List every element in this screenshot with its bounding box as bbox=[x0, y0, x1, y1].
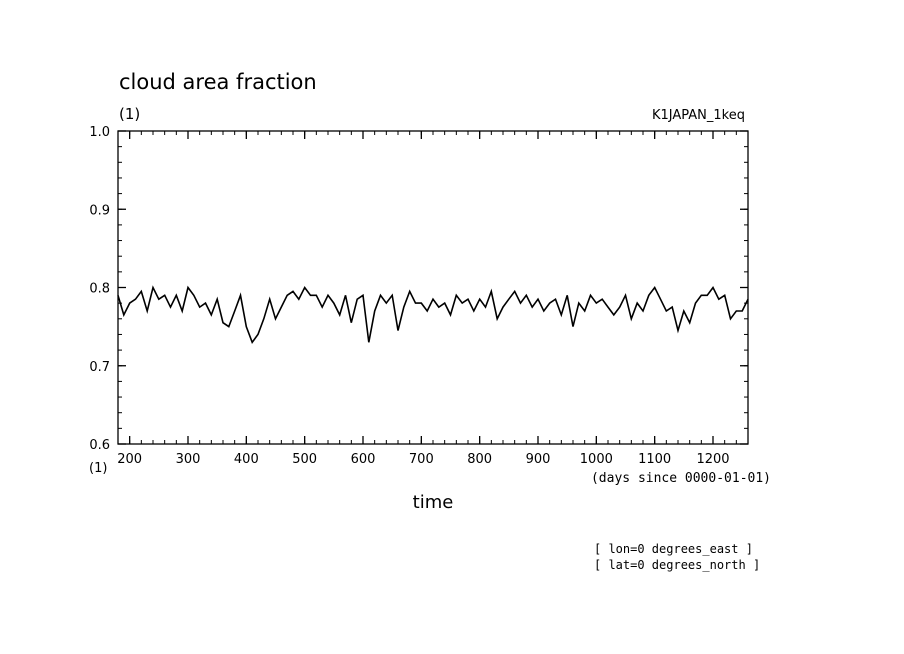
chart-title: cloud area fraction bbox=[119, 70, 317, 94]
y-tick-label: 0.8 bbox=[89, 282, 110, 297]
y-tick-label: 0.6 bbox=[89, 438, 110, 453]
x-tick-label: 1000 bbox=[580, 452, 613, 467]
x-tick-label: 300 bbox=[176, 452, 201, 467]
series-line bbox=[117, 285, 749, 344]
experiment-label: K1JAPAN_1keq bbox=[652, 108, 745, 123]
x-tick-label: 400 bbox=[234, 452, 259, 467]
y-tick-label: 1.0 bbox=[89, 125, 110, 140]
x-tick-label: 1200 bbox=[696, 452, 729, 467]
x-axis: 200 300 400 500 600 700 800 900 1000 1100 1200 bbox=[117, 131, 749, 467]
x-tick-label: 600 bbox=[351, 452, 376, 467]
x-tick-label: 500 bbox=[292, 452, 317, 467]
x-unit-label: (1) bbox=[89, 461, 107, 476]
x-axis-label: time bbox=[413, 492, 454, 513]
x-axis-units: (days since 0000-01-01) bbox=[591, 471, 771, 486]
x-tick-label: 1100 bbox=[638, 452, 671, 467]
x-tick-label: 700 bbox=[409, 452, 434, 467]
x-tick-label: 900 bbox=[526, 452, 551, 467]
x-tick-label: 200 bbox=[117, 452, 142, 467]
y-tick-label: 0.9 bbox=[89, 203, 110, 218]
x-tick-label: 800 bbox=[467, 452, 492, 467]
y-tick-label: 0.7 bbox=[89, 360, 110, 375]
y-unit-label: (1) bbox=[119, 105, 140, 123]
annotation-lat: [ lat=0 degrees_north ] bbox=[594, 558, 760, 572]
annotation-lon: [ lon=0 degrees_east ] bbox=[594, 542, 753, 556]
y-axis: 0.6 0.7 0.8 0.9 1.0 bbox=[89, 125, 748, 453]
plot-frame bbox=[117, 130, 749, 445]
